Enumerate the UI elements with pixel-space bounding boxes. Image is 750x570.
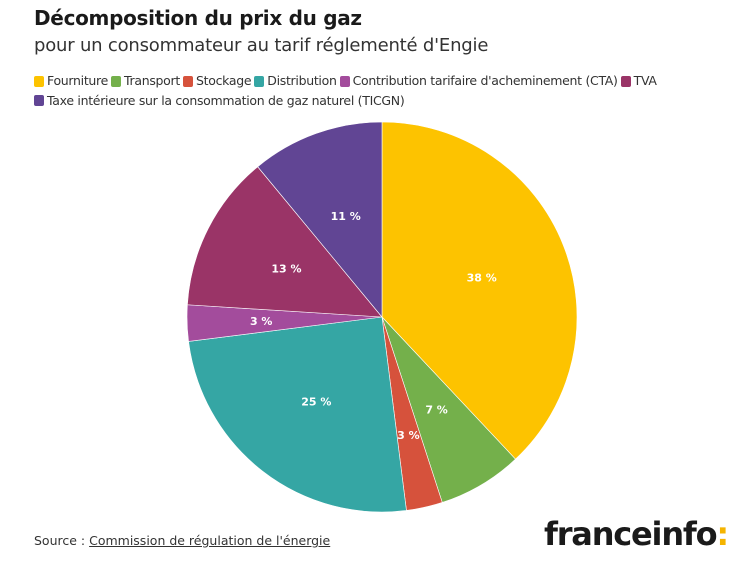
legend-label: Fourniture — [47, 73, 109, 88]
legend-item: Distribution — [254, 72, 337, 90]
legend-swatch — [182, 75, 193, 87]
chart-legend: Fourniture Transport Stockage Distribution C… — [34, 72, 734, 111]
legend-swatch — [111, 75, 122, 87]
source-footer: Source : Commission de régulation de l'é… — [34, 533, 330, 548]
legend-label: Transport — [124, 73, 180, 88]
source-prefix: Source : — [34, 533, 90, 548]
slice-data-label: 3 % — [397, 429, 420, 442]
legend-item: Stockage — [182, 72, 252, 90]
legend-label: Stockage — [195, 73, 252, 88]
legend-item: Transport — [111, 72, 180, 90]
franceinfo-logo: franceinfo: — [544, 515, 729, 553]
pie-slice — [187, 166, 383, 318]
slice-data-label: 11 % — [331, 210, 361, 223]
legend-label: TVA — [633, 73, 657, 88]
slice-data-label: 13 % — [271, 262, 301, 275]
legend-label: Distribution — [267, 73, 337, 88]
legend-item: Taxe intérieure sur la consommation de g… — [34, 92, 405, 110]
slice-data-label: 25 % — [301, 396, 331, 409]
chart-subtitle: pour un consommateur au tarif réglementé… — [34, 35, 489, 56]
legend-item: TVA — [620, 72, 657, 90]
pie-slice — [188, 316, 407, 513]
pie-slice — [257, 121, 383, 318]
legend-swatch — [34, 75, 44, 87]
pie-slice — [381, 121, 578, 460]
slice-data-label: 38 % — [467, 272, 497, 285]
legend-swatch — [254, 75, 265, 87]
source-link[interactable]: Commission de régulation de l'énergie — [89, 533, 331, 548]
slice-data-label: 3 % — [250, 315, 273, 328]
chart-title: Décomposition du prix du gaz — [34, 6, 362, 30]
legend-label: Contribution tarifaire d'acheminement (C… — [352, 73, 618, 88]
legend-label: Taxe intérieure sur la consommation de g… — [47, 92, 405, 108]
legend-swatch — [34, 95, 44, 106]
legend-swatch — [620, 75, 631, 87]
legend-item: Fourniture — [34, 72, 108, 90]
legend-swatch — [339, 75, 350, 87]
slice-data-label: 7 % — [425, 403, 448, 416]
legend-item: Contribution tarifaire d'acheminement (C… — [339, 72, 618, 90]
